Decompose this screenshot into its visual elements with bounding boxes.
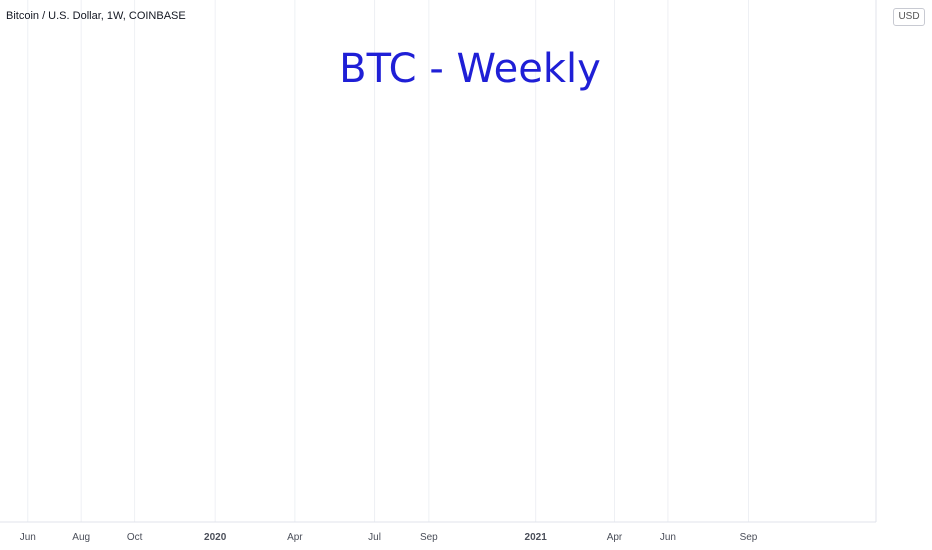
symbol-title: Bitcoin / U.S. Dollar, 1W, COINBASE [6, 10, 186, 22]
time-tick-label: Sep [420, 532, 438, 543]
price-axis[interactable]: 4100.005200.006600.008600.0011000.001500… [875, 0, 932, 522]
time-tick-label: Sep [740, 532, 758, 543]
time-tick-label: Apr [287, 532, 303, 543]
time-axis[interactable]: Jun Aug Oct 2020 Apr Jul Sep 2021 Apr Jun Sep [0, 521, 876, 543]
currency-button[interactable]: USD [893, 8, 925, 26]
grid [27, 0, 749, 522]
time-tick-label: 2021 [525, 532, 548, 543]
time-tick-label: 2020 [204, 532, 227, 543]
time-tick-label: Jun [660, 532, 676, 543]
time-tick-label: Oct [127, 532, 143, 543]
time-tick-label: Jul [368, 532, 381, 543]
chart-headline: BTC - Weekly [339, 46, 601, 92]
time-tick-label: Apr [607, 532, 623, 543]
time-tick-label: Aug [72, 532, 90, 543]
time-tick-label: Jun [20, 532, 36, 543]
